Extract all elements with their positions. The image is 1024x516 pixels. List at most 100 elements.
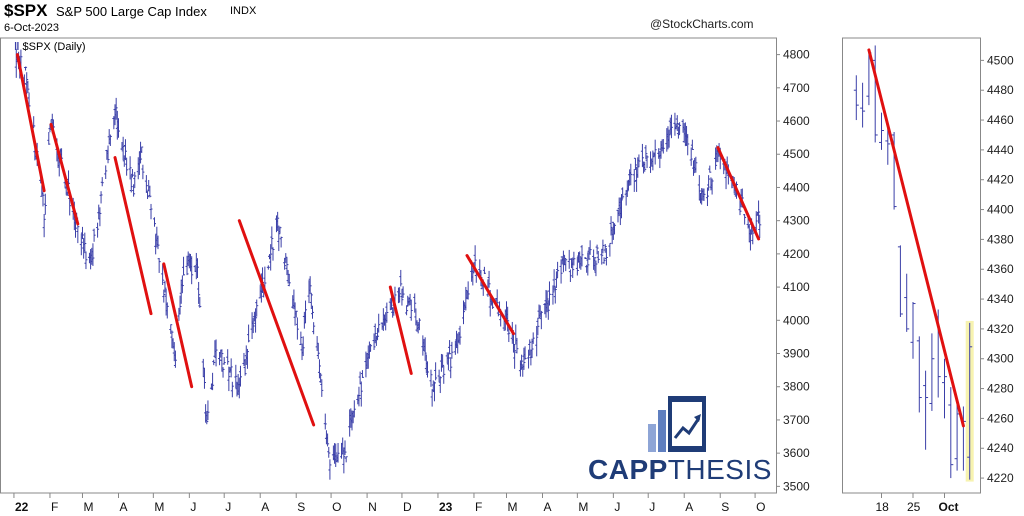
price-bar [128,156,132,180]
price-bar [42,213,46,238]
price-bar [528,339,532,355]
price-bar [643,161,647,172]
price-bar [26,80,30,93]
price-bar [551,285,555,305]
price-bar [738,200,742,216]
zoom-price-bar [910,302,916,359]
price-bar [667,129,671,148]
price-bar [161,264,165,286]
price-bar [572,251,576,266]
price-bar [545,290,549,313]
price-bar [98,207,102,227]
price-bar [450,341,454,359]
y-tick-label: 4700 [783,81,810,95]
price-bar [245,348,249,369]
price-bar [47,131,51,145]
x-tick-label: N [368,500,377,514]
price-bar [315,336,319,351]
price-bar [24,66,28,71]
ticker-symbol: $SPX [4,1,48,20]
x-tick-label: F [475,500,482,514]
price-bar [180,275,184,294]
x-tick-label: Oct [939,500,959,514]
price-bar [328,459,332,480]
price-bar [594,260,598,277]
y-tick-label: 4220 [987,471,1014,485]
price-bar [352,400,356,418]
price-bar [287,273,291,287]
x-tick-label: 25 [907,500,921,514]
price-bar [195,258,199,279]
price-bar [149,203,153,220]
price-bar [578,251,582,269]
trendline-1 [15,53,46,193]
zoom-price-bar [872,45,878,143]
price-bar [571,257,575,278]
y-tick-label: 4600 [783,114,810,128]
price-bar [222,357,226,365]
price-bar [327,446,331,458]
price-bar [449,357,453,379]
capp-thesis-logo-icon [648,396,706,452]
price-bar [165,302,169,319]
price-bar [471,267,475,286]
y-tick-label: 3500 [783,479,810,493]
price-bar [714,147,718,170]
x-tick-label: S [721,500,729,514]
price-bar [182,256,186,276]
price-bar [323,413,327,430]
price-bar [568,269,572,283]
price-bar [405,305,409,316]
price-bar [169,324,173,334]
price-bar [401,286,405,298]
price-bar [84,251,88,270]
price-bar [132,184,136,197]
capp-thesis-logo: CAPPTHESIS [588,454,772,486]
price-bar [515,337,519,354]
zoom-price-bars [853,45,973,480]
price-bar [523,346,527,360]
price-bar [527,349,531,369]
price-bar [423,337,427,361]
price-bar [178,295,182,315]
zoom-price-bar [853,75,859,121]
price-bar [212,359,216,366]
price-bar [575,257,579,276]
price-bar [425,361,429,378]
price-bar [285,257,289,276]
price-bar [92,228,96,242]
price-bar [221,367,225,378]
main-price-bars [14,48,762,480]
price-bar [162,289,166,303]
price-bar [317,359,321,379]
price-bar [157,257,161,273]
price-bar [310,305,314,319]
price-bar [536,317,540,336]
x-tick-label: J [614,500,620,514]
price-bar [206,400,210,421]
price-bar [372,333,376,351]
price-bar [116,118,120,138]
x-tick-label: A [544,500,552,514]
price-bar [600,249,604,265]
price-bar [556,261,560,278]
price-bar [413,293,417,313]
price-bar [580,245,584,267]
price-bar [41,192,45,207]
price-bar [676,126,680,139]
price-bar [694,156,698,173]
price-bar [653,139,657,165]
price-bar [254,308,258,333]
zoom-price-bar [923,370,929,450]
price-bar [601,239,605,254]
zoom-price-bar [897,245,903,317]
main-plot-frame [0,37,777,494]
logo-box-inner [672,402,702,446]
price-bar [547,281,551,306]
price-bar [513,344,517,369]
x-tick-label: M [578,500,588,514]
price-bar [334,443,338,468]
price-bar [234,364,238,389]
x-tick-label: J [225,500,231,514]
trendline-8 [716,146,761,241]
